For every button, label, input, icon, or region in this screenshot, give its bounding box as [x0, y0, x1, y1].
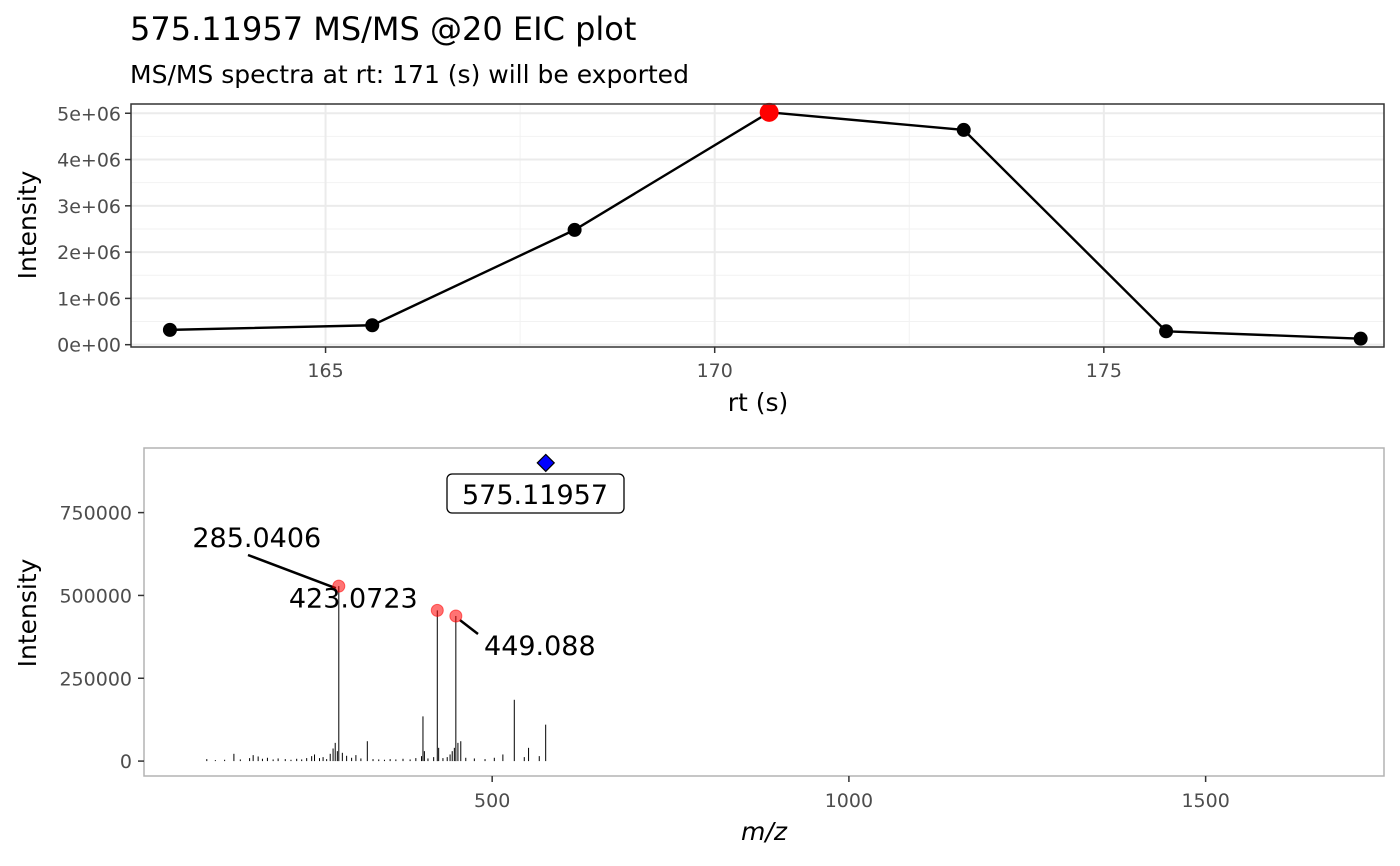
eic-y-tick-label: 0e+00 — [57, 335, 121, 357]
eic-point — [567, 222, 582, 237]
spectrum-panel-border — [143, 447, 1385, 777]
spectrum-x-tick-label: 1000 — [825, 790, 873, 812]
fragment-point — [332, 579, 346, 593]
spectrum-y-axis-label: Intensity — [13, 558, 42, 667]
spectrum-y-tick-label: 750000 — [59, 503, 132, 525]
spectrum-y-tick-label: 250000 — [59, 668, 132, 690]
fragment-label: 449.088 — [484, 631, 596, 662]
eic-selected-point — [759, 102, 779, 122]
msms-spectrum-plot: 500 1000 1500 0 250000 500000 750000 285.0406 42… — [59, 447, 1385, 812]
fragment-label: 423.0723 — [289, 583, 418, 614]
eic-y-tick-label: 2e+06 — [57, 242, 121, 264]
eic-panel-border — [130, 103, 1385, 348]
eic-x-axis-label: rt (s) — [728, 388, 789, 417]
eic-x-tick-label: 165 — [307, 360, 343, 382]
spectrum-y-tick-label: 500000 — [59, 585, 132, 607]
eic-x-tick-label: 175 — [1086, 360, 1122, 382]
fragment-point — [430, 603, 444, 617]
precursor-marker — [536, 453, 556, 473]
fragment-leader-line — [459, 618, 479, 635]
eic-y-tick-label: 4e+06 — [57, 150, 121, 172]
spectrum-x-tick-label: 500 — [474, 790, 510, 812]
spectrum-x-axis-label: m/z — [741, 817, 788, 846]
eic-panel-background — [131, 104, 1384, 347]
eic-point — [162, 322, 177, 337]
eic-plot: 165 170 175 0e+00 1e+06 2e+06 3e+06 4e+06 5e+06 — [57, 102, 1385, 382]
chart-title: 575.11957 MS/MS @20 EIC plot — [130, 10, 636, 48]
spectrum-y-tick-label: 0 — [120, 751, 132, 773]
chart-subtitle: MS/MS spectra at rt: 171 (s) will be exp… — [130, 60, 689, 89]
eic-point — [956, 122, 971, 137]
spectrum-x-tick-label: 1500 — [1181, 790, 1229, 812]
eic-y-tick-label: 1e+06 — [57, 288, 121, 310]
eic-point — [1159, 324, 1174, 339]
eic-y-axis-label: Intensity — [13, 170, 42, 279]
eic-y-tick-label: 3e+06 — [57, 196, 121, 218]
precursor-label-box — [446, 473, 625, 514]
precursor-label: 575.11957 — [462, 480, 608, 511]
fragment-label: 285.0406 — [192, 523, 321, 554]
eic-y-tick-label: 5e+06 — [57, 103, 121, 125]
eic-point — [365, 318, 380, 333]
fragment-leader-line — [247, 553, 337, 590]
eic-x-tick-label: 170 — [697, 360, 733, 382]
eic-point — [1353, 331, 1368, 346]
fragment-point — [449, 609, 463, 623]
